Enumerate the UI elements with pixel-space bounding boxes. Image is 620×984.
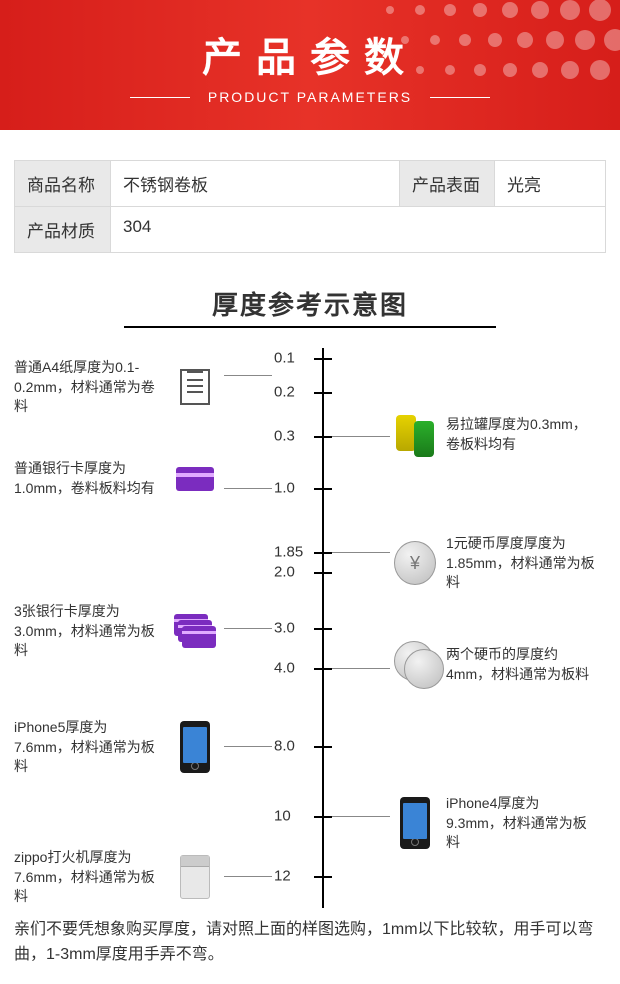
scale-tick-label: 4.0 <box>274 660 318 677</box>
connector-line <box>332 816 390 817</box>
table-row: 产品材质 304 <box>15 206 605 252</box>
scale-tick-label: 1.0 <box>274 480 318 497</box>
diagram-item-text: 两个硬币的厚度约4mm，材料通常为板料 <box>446 645 596 684</box>
diagram-body: 0.1 0.2 0.3 1.0 1.85 2.0 3.0 4.0 8.0 10 12 普通A4纸厚度为… <box>14 348 606 908</box>
diagram-item-text: 普通银行卡厚度为1.0mm，卷料板料均有 <box>14 459 164 498</box>
cell-label: 产品表面 <box>399 161 495 206</box>
diagram-item: 易拉罐厚度为0.3mm，卷板料均有 <box>394 414 614 456</box>
cards-icon <box>174 610 216 652</box>
diagram-item: 普通银行卡厚度为1.0mm，卷料板料均有 <box>14 458 224 500</box>
header-title: 产品参数 <box>202 25 418 83</box>
lighter-icon <box>174 856 216 898</box>
diagram-item: iPhone5厚度为7.6mm，材料通常为板料 <box>14 718 224 777</box>
header-subtitle: PRODUCT PARAMETERS <box>190 89 430 105</box>
diagram-item: 普通A4纸厚度为0.1-0.2mm，材料通常为卷料 <box>14 358 224 417</box>
connector-line <box>332 436 390 437</box>
cans-icon <box>394 414 436 456</box>
diagram-item: zippo打火机厚度为7.6mm，材料通常为板料 <box>14 848 224 907</box>
table-row: 商品名称 不锈钢卷板 产品表面 光亮 <box>15 161 605 206</box>
connector-line <box>224 876 272 877</box>
coins-icon <box>394 644 436 686</box>
diagram-item: 3张银行卡厚度为3.0mm，材料通常为板料 <box>14 602 224 661</box>
cell-label: 商品名称 <box>15 161 111 206</box>
paper-icon <box>174 366 216 408</box>
cell-value: 光亮 <box>495 161 605 206</box>
diagram-item-text: 易拉罐厚度为0.3mm，卷板料均有 <box>446 415 596 454</box>
diagram-item-text: iPhone4厚度为9.3mm，材料通常为板料 <box>446 794 596 853</box>
diagram-item: 两个硬币的厚度约4mm，材料通常为板料 <box>394 644 614 686</box>
phone-icon <box>174 726 216 768</box>
connector-line <box>224 746 272 747</box>
scale-tick-label: 8.0 <box>274 738 318 755</box>
diagram-item-text: 普通A4纸厚度为0.1-0.2mm，材料通常为卷料 <box>14 358 164 417</box>
scale-tick-label: 2.0 <box>274 564 318 581</box>
diagram-item: iPhone4厚度为9.3mm，材料通常为板料 <box>394 794 614 853</box>
scale-tick-label: 1.85 <box>274 544 318 561</box>
diagram-title: 厚度参考示意图 <box>124 271 496 328</box>
cell-value: 304 <box>111 207 605 252</box>
connector-line <box>332 552 390 553</box>
coin-icon: ¥ <box>394 542 436 584</box>
scale-tick-label: 0.1 <box>274 350 318 367</box>
thickness-diagram: 厚度参考示意图 0.1 0.2 0.3 1.0 1.85 2.0 3.0 4.0 8.0 10 12… <box>14 271 606 908</box>
connector-line <box>224 375 272 376</box>
header-banner: 产品参数 PRODUCT PARAMETERS <box>0 0 620 130</box>
connector-line <box>224 628 272 629</box>
scale-tick-label: 3.0 <box>274 620 318 637</box>
diagram-item-text: iPhone5厚度为7.6mm，材料通常为板料 <box>14 718 164 777</box>
diagram-item-text: 3张银行卡厚度为3.0mm，材料通常为板料 <box>14 602 164 661</box>
scale-tick-label: 0.3 <box>274 428 318 445</box>
phone-icon <box>394 802 436 844</box>
params-table: 商品名称 不锈钢卷板 产品表面 光亮 产品材质 304 <box>14 160 606 253</box>
scale-tick-label: 0.2 <box>274 384 318 401</box>
scale-tick-label: 12 <box>274 868 318 885</box>
card-icon <box>174 458 216 500</box>
scale-tick-label: 10 <box>274 808 318 825</box>
footer-note: 亲们不要凭想象购买厚度，请对照上面的样图选购，1mm以下比较软，用手可以弯曲，1… <box>14 918 606 968</box>
diagram-item-text: 1元硬币厚度厚度为1.85mm，材料通常为板料 <box>446 534 596 593</box>
connector-line <box>332 668 390 669</box>
diagram-item: ¥1元硬币厚度厚度为1.85mm，材料通常为板料 <box>394 534 614 593</box>
connector-line <box>224 488 272 489</box>
cell-label: 产品材质 <box>15 207 111 252</box>
diagram-item-text: zippo打火机厚度为7.6mm，材料通常为板料 <box>14 848 164 907</box>
cell-value: 不锈钢卷板 <box>111 161 399 206</box>
